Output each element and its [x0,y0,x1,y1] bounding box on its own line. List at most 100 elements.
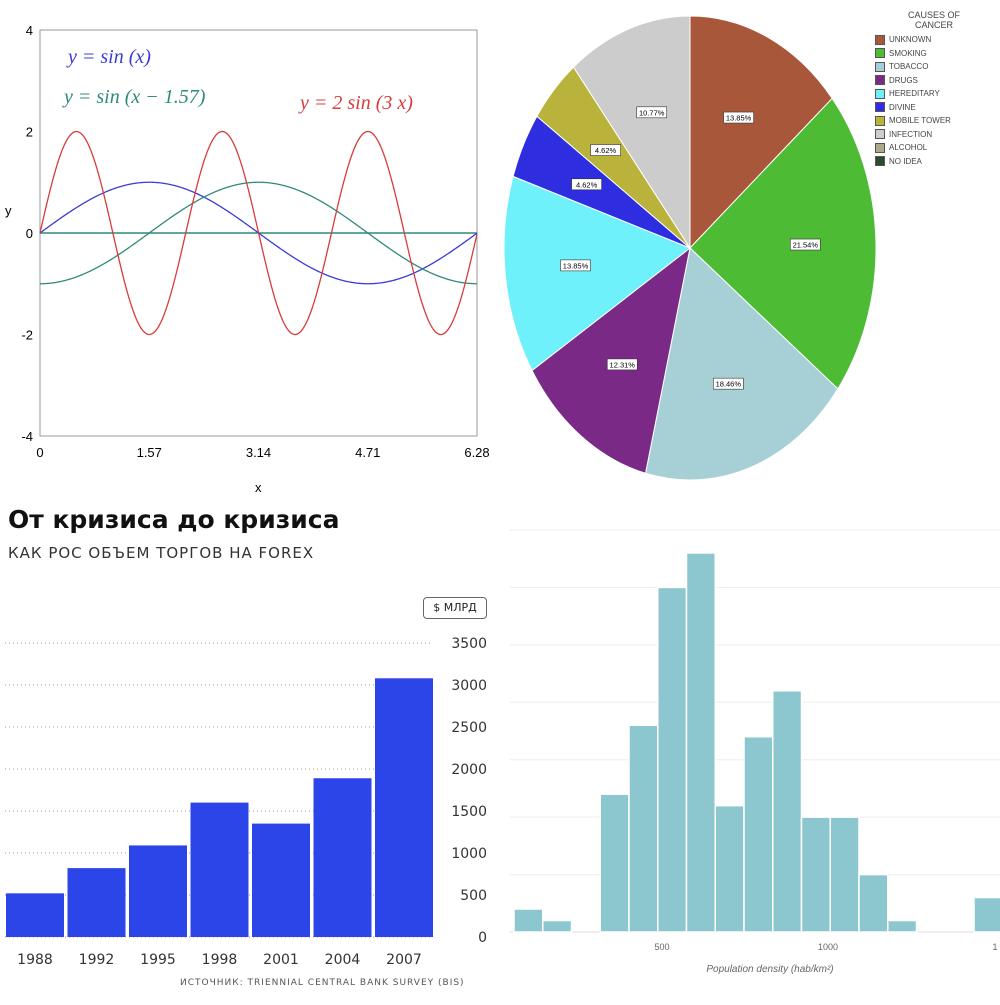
sine-x-tick-label: 0 [36,445,43,460]
forex-y-tick-label: 1500 [451,804,487,820]
forex-bar [67,868,126,937]
pie-slice [572,15,691,250]
sine-x-tick-label: 1.57 [137,445,162,460]
pie-label-box [606,358,638,371]
pie-label-box [636,106,668,119]
pie-legend: CAUSES OF CANCER UNKNOWN SMOKING TOBACCO DR… [875,10,993,168]
forex-x-tick-label: 1998 [202,952,238,968]
sine-series-line [39,130,478,336]
forex-y-tick-label: 3000 [451,678,487,694]
forex-y-tick-label: 0 [478,930,487,946]
pie-slice [503,175,691,372]
hist-bar [513,908,544,933]
hist-bar [887,919,918,933]
forex-y-tick-label: 3500 [451,636,487,652]
hist-bar [657,586,688,933]
hist-x-tick-label: 1000 [818,942,838,952]
pie-legend-item: INFECTION [875,128,993,142]
forex-y-tick-label: 2000 [451,762,487,778]
pie-slice-label: 13.85% [726,114,752,123]
sine-chart: 0 1.57 3.14 4.71 6.28 4 2 0 -2 -4 x y [5,23,490,495]
pie-legend-item: TOBACCO [875,60,993,74]
forex-unit-badge: $ МЛРД [423,597,487,619]
equation-2sin-3x: y = 2 sin (3 x) [300,92,413,114]
pie-legend-label: HEREDITARY [889,89,940,99]
pie-label-box [723,111,754,124]
pie-legend-title-line-2: CANCER [914,20,953,30]
pie-slice-label: 13.85% [563,261,589,270]
hist-bar [743,735,774,933]
sine-series-line [39,181,478,285]
forex-bar [375,678,433,937]
forex-x-tick-label: 1995 [140,952,176,968]
forex-chart-title: От кризиса до кризиса [8,505,340,534]
forex-bar [190,802,249,937]
pie-legend-title-line-1: CAUSES OF [907,10,960,20]
pie-legend-swatch [875,61,885,72]
sine-series [39,130,478,336]
pie-chart-panel: 13.85% 21.54% 18.46% 12.31% 13.85% 4.62% 4.62%… [500,0,1000,500]
pie-slice-label: 18.46% [716,380,742,389]
forex-y-tick-label: 1000 [451,846,487,862]
hist-bar [772,690,803,933]
sine-x-tick-label: 4.71 [355,445,380,460]
pie-legend-item: NO IDEA [875,155,993,169]
pie-legend-item: MOBILE TOWER [875,114,993,128]
pie-legend-item: DIVINE [875,101,993,115]
sine-x-axis-label: x [255,480,262,495]
pie-chart: 13.85% 21.54% 18.46% 12.31% 13.85% 4.62% 4.62%… [503,15,877,481]
pie-label-box [571,178,602,191]
hist-bar [628,724,659,933]
pie-legend-label: SMOKING [889,48,927,58]
hist-bar [973,896,1000,933]
forex-y-tick-label: 2500 [451,720,487,736]
pie-slice [689,15,833,250]
pie-legend-label: DIVINE [889,102,916,112]
forex-x-tick-label: 1992 [79,952,115,968]
histogram-chart: 500 1000 1 Population density (hab/km²) [510,529,1000,975]
pie-legend-swatch [875,102,885,113]
forex-bar [252,823,310,937]
pie-legend-label: ALCOHOL [889,143,928,153]
forex-bar [313,778,372,937]
pie-label-box [590,144,621,156]
forex-bar [6,893,64,937]
pie-legend-item: DRUGS [875,74,993,88]
sine-y-tick-label: 2 [26,125,33,140]
hist-bar [685,552,716,933]
hist-bar [714,804,745,933]
sine-y-tick-label: 4 [26,23,33,38]
pie-legend-item: SMOKING [875,47,993,61]
sine-y-axis-label: y [5,203,12,218]
equation-sin-x: y = sin (x) [68,46,151,68]
pie-label-box [789,238,821,251]
pie-legend-items: UNKNOWN SMOKING TOBACCO DRUGS HEREDITARY DIVI… [875,33,993,168]
forex-x-tick-label: 2001 [263,952,299,968]
pie-slice-label: 4.62% [595,146,617,155]
sine-chart-panel: 0 1.57 3.14 4.71 6.28 4 2 0 -2 -4 x y y = sin (x)… [0,0,500,500]
sine-y-tick-label: 0 [26,226,33,241]
pie-legend-label: NO IDEA [889,156,922,166]
pie-legend-label: DRUGS [889,75,918,85]
hist-x-tick-label: 500 [654,942,669,952]
sine-y-tick-label: -4 [21,429,33,444]
pie-legend-swatch [875,129,885,140]
pie-slice-label: 21.54% [793,241,819,250]
hist-bar [858,873,889,933]
pie-legend-swatch [875,34,885,45]
pie-legend-label: TOBACCO [889,62,929,72]
pie-slice-label: 12.31% [610,360,636,369]
forex-source-note: ИСТОЧНИК: TRIENNIAL CENTRAL BANK SURVEY … [180,978,465,988]
pie-slice [689,97,877,390]
hist-bar [599,793,630,933]
forex-y-tick-label: 500 [460,888,487,904]
forex-bar [129,845,187,937]
forex-x-tick-label: 1988 [17,952,53,968]
pie-label-box [560,259,591,272]
sine-x-tick-label: 3.14 [246,445,271,460]
sine-y-tick-label: -2 [21,328,33,343]
pie-legend-item: UNKNOWN [875,33,993,47]
pie-legend-swatch [875,115,885,126]
pie-legend-swatch [875,142,885,153]
pie-legend-swatch [875,156,885,167]
